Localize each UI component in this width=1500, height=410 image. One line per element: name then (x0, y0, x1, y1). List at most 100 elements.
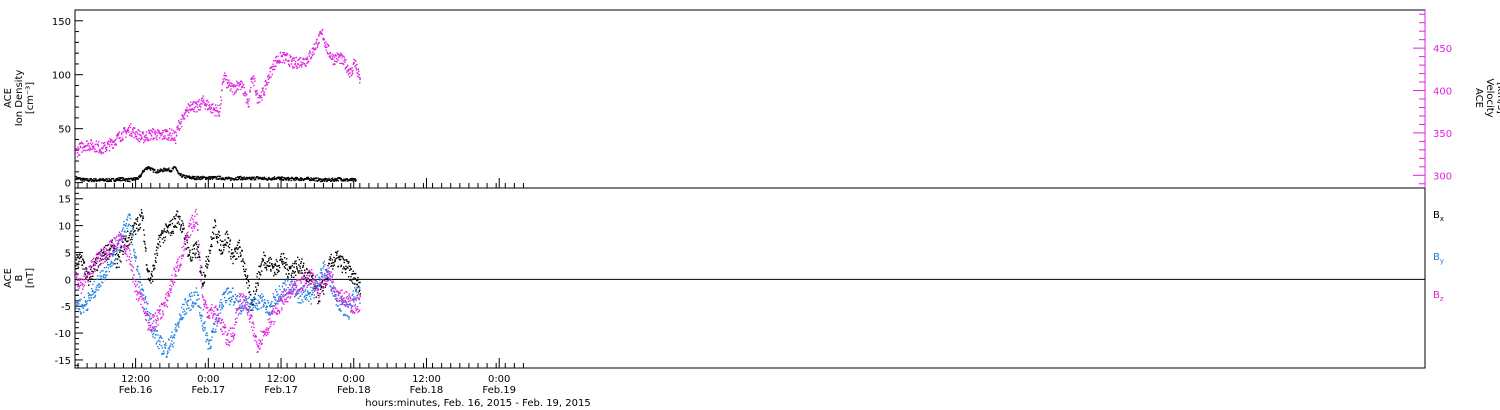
point-bx (85, 277, 87, 279)
point-density (200, 176, 203, 178)
point-bz (281, 299, 283, 302)
point-by (142, 290, 145, 292)
point-bz (346, 291, 348, 294)
point-bz (204, 299, 206, 302)
point-bz (166, 292, 168, 294)
point-bz (209, 317, 211, 319)
point-bz (77, 282, 80, 284)
point-density (161, 168, 163, 171)
legend-label-by: By (1433, 252, 1444, 265)
point-by (195, 287, 198, 289)
point-by (266, 311, 268, 313)
point-bx (145, 248, 147, 250)
point-bz (294, 280, 296, 283)
point-density (317, 180, 319, 182)
point-by (300, 295, 302, 297)
point-by (235, 297, 237, 300)
point-bz (292, 292, 294, 295)
point-bx (144, 243, 146, 245)
point-bx (292, 270, 294, 273)
point-bx (255, 290, 257, 292)
point-by (158, 347, 160, 350)
point-density (190, 177, 192, 180)
point-density (320, 180, 322, 182)
point-by (276, 294, 278, 296)
point-bz (259, 347, 261, 349)
point-by (326, 275, 328, 277)
point-by (192, 305, 195, 307)
point-bz (318, 284, 320, 286)
point-density (115, 178, 118, 180)
point-by (301, 299, 303, 301)
point-velocity (133, 136, 135, 139)
point-bz (118, 231, 121, 233)
point-bz (114, 245, 116, 248)
point-bx (328, 258, 330, 261)
point-velocity (326, 43, 328, 45)
point-bx (147, 269, 149, 272)
point-bx (226, 230, 228, 233)
point-velocity (137, 133, 139, 135)
xtick-label-time: 12:00 (412, 374, 441, 385)
point-velocity (257, 96, 259, 99)
point-bx (155, 257, 157, 259)
point-bz (284, 298, 286, 300)
point-bx (91, 270, 93, 272)
point-bz (267, 329, 269, 331)
point-bz (153, 315, 156, 317)
point-bz (197, 229, 199, 231)
point-bz (125, 253, 128, 255)
point-velocity (313, 43, 315, 45)
point-density (89, 178, 91, 180)
point-velocity (76, 149, 78, 151)
point-by (133, 248, 135, 250)
point-density (309, 179, 312, 182)
point-by (131, 230, 133, 233)
point-by (315, 280, 317, 282)
point-velocity (124, 131, 127, 133)
point-by (235, 299, 238, 301)
point-bz (225, 342, 227, 344)
point-density (188, 175, 190, 177)
point-by (225, 289, 228, 291)
point-bx (102, 258, 104, 261)
point-by (159, 335, 162, 337)
point-by (166, 353, 169, 355)
point-bz (243, 299, 245, 301)
point-by (221, 307, 224, 310)
point-by (356, 295, 358, 297)
point-density (85, 179, 87, 181)
point-velocity (181, 114, 184, 116)
point-bx (276, 260, 278, 263)
point-bz (290, 289, 292, 291)
point-bz (223, 326, 225, 328)
point-bz (253, 333, 255, 335)
point-bz (321, 274, 323, 276)
point-velocity (147, 140, 150, 142)
point-bz (276, 313, 278, 315)
point-by (127, 214, 130, 216)
point-bx (143, 229, 145, 231)
point-velocity (120, 140, 123, 142)
point-bz (231, 340, 233, 342)
point-bx (250, 309, 252, 311)
point-bx (289, 266, 291, 269)
point-by (178, 326, 180, 328)
point-bz (76, 276, 78, 278)
point-by (235, 307, 237, 310)
point-bx (178, 215, 180, 217)
point-velocity (164, 137, 166, 139)
point-velocity (129, 134, 131, 136)
point-velocity (328, 44, 330, 47)
point-bz (108, 251, 110, 253)
point-velocity (199, 109, 202, 111)
point-by (213, 323, 215, 325)
point-bz (279, 295, 281, 298)
point-by (260, 307, 262, 309)
point-by (258, 308, 260, 310)
point-velocity (102, 147, 104, 150)
point-velocity (233, 85, 236, 87)
xtick-label-date: Feb.19 (482, 385, 516, 396)
point-bx (166, 229, 169, 232)
point-density (114, 180, 117, 182)
